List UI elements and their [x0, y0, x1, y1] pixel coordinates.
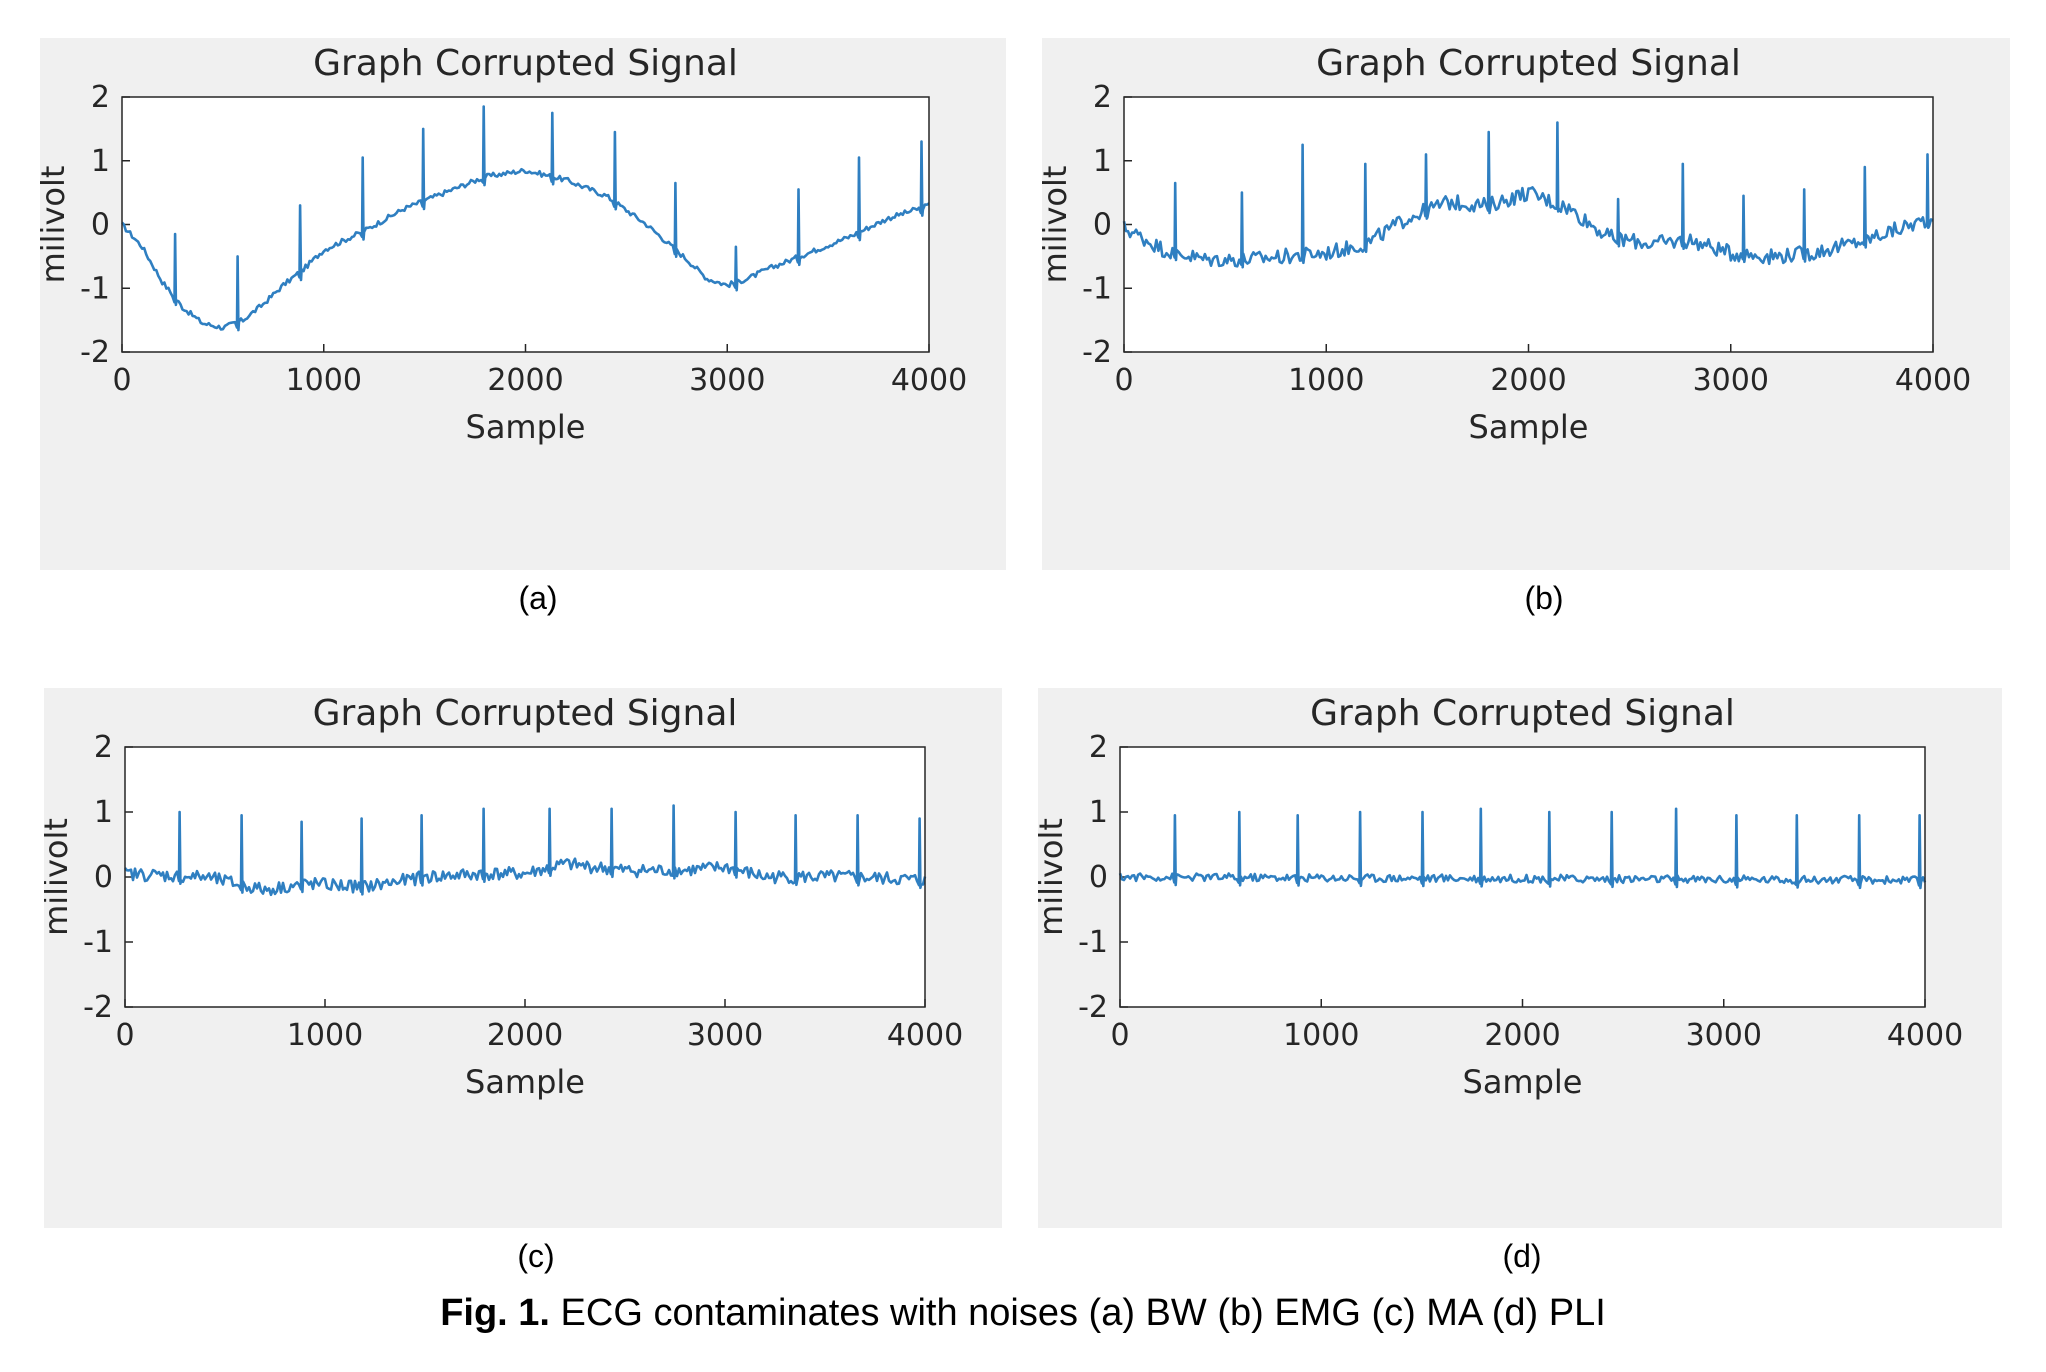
chart-panel-d: Graph Corrupted Signal -2 -1 0 1 2 0 1000 2000 30…: [1038, 688, 2002, 1228]
x-axis-label: Sample: [1469, 408, 1589, 446]
x-tick-label: 1000: [1283, 1018, 1359, 1053]
chart-b-svg: Graph Corrupted Signal -2 -1 0 1 2 0 1000 2000 30…: [1042, 43, 1971, 446]
plot-area: [1124, 97, 1933, 352]
x-tick-label: 1000: [287, 1018, 363, 1053]
chart-panel-a: Graph Corrupted Signal -2 -1 0 1 2 0 1000 2000 30…: [40, 38, 1006, 570]
y-axis-label: milivolt: [44, 818, 75, 936]
panel-label-b: (b): [1524, 580, 1564, 616]
chart-panel-b: Graph Corrupted Signal -2 -1 0 1 2 0 1000 2000 30…: [1042, 38, 2010, 570]
figure-caption: Fig. 1. ECG contaminates with noises (a)…: [0, 1292, 2046, 1335]
signal-line: [1122, 121, 1934, 269]
panel-label-a: (a): [518, 580, 558, 616]
x-axis-label: Sample: [1463, 1063, 1583, 1101]
chart-panel-c: Graph Corrupted Signal -2 -1 0 1 2 0 1000 2000 30…: [44, 688, 1002, 1228]
x-tick-label: 4000: [887, 1018, 963, 1053]
x-tick-label: 4000: [1887, 1018, 1963, 1053]
y-tick-label: 2: [91, 80, 110, 115]
chart-title: Graph Corrupted Signal: [313, 693, 738, 734]
signal-line: [121, 105, 930, 332]
y-tick-label: -2: [83, 990, 113, 1025]
x-tick-label: 2000: [1484, 1018, 1560, 1053]
y-tick-label: -1: [1082, 271, 1112, 306]
y-tick-label: 0: [1089, 860, 1108, 895]
x-tick-label: 0: [1114, 363, 1133, 398]
plot-frame: [124, 746, 926, 1008]
plot-area: [125, 747, 925, 1007]
x-tick-label: 3000: [687, 1018, 763, 1053]
x-tick-label: 0: [115, 1018, 134, 1053]
chart-title: Graph Corrupted Signal: [1316, 43, 1741, 84]
plot-area: [122, 97, 929, 352]
x-tick-label: 1000: [286, 363, 362, 398]
plot-frame: [1119, 746, 1926, 1008]
x-tick-label: 3000: [1686, 1018, 1762, 1053]
y-tick-label: -1: [1078, 925, 1108, 960]
x-tick-label: 1000: [1288, 363, 1364, 398]
chart-c-svg: Graph Corrupted Signal -2 -1 0 1 2 0 1000 2000 30…: [44, 693, 963, 1101]
y-tick-label: -1: [80, 271, 110, 306]
chart-d-svg: Graph Corrupted Signal -2 -1 0 1 2 0 1000 2000 30…: [1038, 693, 1963, 1101]
plot-frame: [121, 96, 930, 353]
chart-a-svg: Graph Corrupted Signal -2 -1 0 1 2 0 1000 2000 30…: [40, 43, 967, 446]
x-tick-label: 0: [112, 363, 131, 398]
y-tick-label: 2: [94, 730, 113, 765]
panel-label-d: (d): [1502, 1238, 1542, 1274]
signal-line: [1118, 807, 1927, 890]
y-tick-label: 1: [1093, 144, 1112, 179]
y-axis-label: milivolt: [1042, 166, 1074, 284]
x-axis-label: Sample: [466, 408, 586, 446]
y-tick-label: 1: [94, 795, 113, 830]
x-tick-label: 4000: [1895, 363, 1971, 398]
y-tick-label: -2: [1082, 335, 1112, 370]
plot-frame: [1123, 96, 1934, 353]
y-axis-label: milivolt: [40, 166, 72, 284]
figure-caption-text: ECG contaminates with noises (a) BW (b) …: [549, 1292, 1606, 1334]
y-tick-label: -2: [1078, 990, 1108, 1025]
y-tick-label: 2: [1089, 730, 1108, 765]
y-tick-label: 0: [1093, 208, 1112, 243]
y-tick-label: -2: [80, 335, 110, 370]
y-tick-label: 1: [91, 144, 110, 179]
y-tick-label: 1: [1089, 795, 1108, 830]
chart-title: Graph Corrupted Signal: [1310, 693, 1735, 734]
figure-caption-prefix: Fig. 1.: [440, 1292, 550, 1334]
x-tick-label: 2000: [1490, 363, 1566, 398]
x-tick-label: 2000: [487, 1018, 563, 1053]
y-tick-label: 2: [1093, 80, 1112, 115]
panel-label-c: (c): [517, 1238, 555, 1274]
y-tick-label: 0: [94, 860, 113, 895]
x-axis-label: Sample: [465, 1063, 585, 1101]
x-tick-label: 3000: [689, 363, 765, 398]
chart-title: Graph Corrupted Signal: [313, 43, 738, 84]
x-tick-label: 4000: [891, 363, 967, 398]
x-tick-label: 3000: [1693, 363, 1769, 398]
y-tick-label: 0: [91, 208, 110, 243]
y-axis-label: milivolt: [1038, 818, 1070, 936]
x-tick-label: 2000: [487, 363, 563, 398]
y-tick-label: -1: [83, 925, 113, 960]
signal-line: [124, 804, 927, 897]
x-tick-label: 0: [1110, 1018, 1129, 1053]
